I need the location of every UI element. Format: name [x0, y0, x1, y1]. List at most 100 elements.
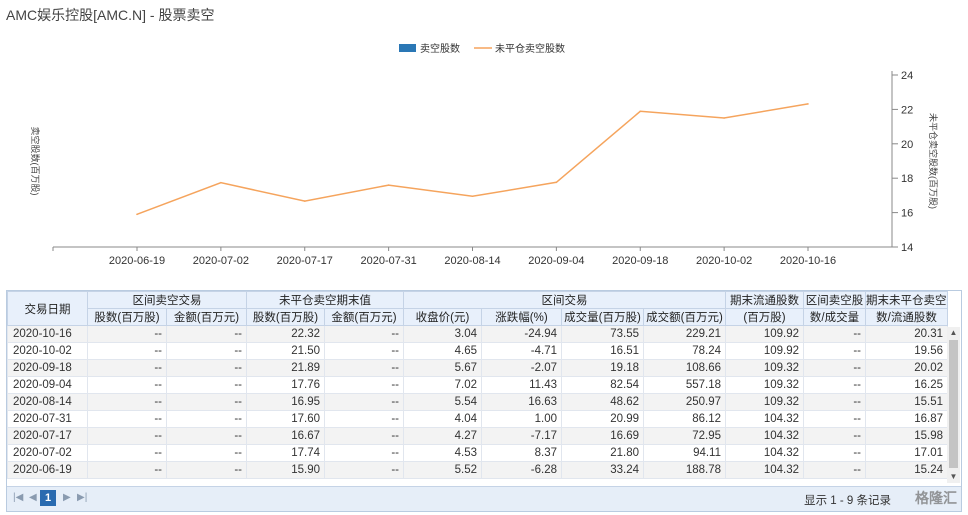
- table-row[interactable]: 2020-09-18 -- -- 21.89 -- 5.67 -2.07 19.18 108.6…: [7, 359, 948, 377]
- legend-open-short-label: 未平仓卖空股数: [495, 42, 565, 55]
- cell-trade-date: 2020-07-02: [7, 444, 88, 462]
- cell-volume: 21.80: [561, 444, 644, 462]
- title-bar: AMC娱乐控股[AMC.N] - 股票卖空: [0, 0, 968, 28]
- subheader-short-float-ratio: 数/流通股数: [865, 308, 948, 326]
- cell-short-volume-ratio: --: [803, 461, 866, 479]
- page-title: AMC娱乐控股[AMC.N] - 股票卖空: [6, 7, 215, 23]
- cell-short-volume-ratio: --: [803, 427, 866, 445]
- cell-trade-date: 2020-07-17: [7, 427, 88, 445]
- cell-change-pct: 11.43: [481, 376, 562, 394]
- cell-change-pct: 16.63: [481, 393, 562, 411]
- subheader-open-short-amount: 金额(百万元): [324, 308, 404, 326]
- page-number-button[interactable]: 1: [40, 490, 56, 506]
- cell-short-amount: --: [166, 427, 247, 445]
- cell-short-amount: --: [166, 376, 247, 394]
- cell-open-short-shares: 15.90: [246, 461, 325, 479]
- cell-short-amount: --: [166, 461, 247, 479]
- x-tick-label: 2020-07-17: [277, 255, 333, 267]
- cell-short-amount: --: [166, 325, 247, 343]
- cell-short-volume-ratio: --: [803, 376, 866, 394]
- data-point-open-short: [387, 184, 390, 186]
- cell-volume: 19.18: [561, 359, 644, 377]
- cell-short-amount: --: [166, 342, 247, 360]
- cell-short-amount: --: [166, 393, 247, 411]
- cell-volume: 48.62: [561, 393, 644, 411]
- table-row[interactable]: 2020-07-31 -- -- 17.60 -- 4.04 1.00 20.99 86.12 1…: [7, 410, 948, 428]
- x-tick-label: 2020-07-31: [360, 255, 416, 267]
- cell-change-pct: -7.17: [481, 427, 562, 445]
- cell-volume: 16.69: [561, 427, 644, 445]
- subheader-float-shares-unit: (百万股): [725, 308, 804, 326]
- cell-change-pct: -2.07: [481, 359, 562, 377]
- cell-trade-date: 2020-10-02: [7, 342, 88, 360]
- data-point-open-short: [639, 110, 642, 113]
- cell-open-short-shares: 21.89: [246, 359, 325, 377]
- pager: |◀ ◀ 1 ▶ ▶| 显示 1 - 9 条记录 格隆汇: [7, 486, 961, 511]
- cell-close-price: 4.27: [403, 427, 482, 445]
- scroll-down-icon[interactable]: ▼: [949, 472, 958, 481]
- header-trade-date: 交易日期: [7, 291, 88, 326]
- first-page-icon[interactable]: |◀: [13, 492, 24, 503]
- cell-turnover: 78.24: [643, 342, 726, 360]
- subheader-short-shares: 股数(百万股): [87, 308, 167, 326]
- cell-volume: 82.54: [561, 376, 644, 394]
- cell-close-price: 4.53: [403, 444, 482, 462]
- data-point-open-short: [471, 195, 474, 198]
- table-row[interactable]: 2020-09-04 -- -- 17.76 -- 7.02 11.43 82.54 557.1…: [7, 376, 948, 394]
- cell-short-shares: --: [87, 461, 167, 479]
- cell-short-shares: --: [87, 376, 167, 394]
- record-summary: 显示 1 - 9 条记录: [804, 495, 891, 507]
- cell-trade-date: 2020-09-04: [7, 376, 88, 394]
- x-tick-label: 2020-10-16: [780, 255, 836, 267]
- cell-float-shares: 109.92: [725, 342, 804, 360]
- cell-close-price: 5.54: [403, 393, 482, 411]
- prev-page-icon[interactable]: ◀: [29, 492, 37, 503]
- cell-turnover: 108.66: [643, 359, 726, 377]
- table-row[interactable]: 2020-07-17 -- -- 16.67 -- 4.27 -7.17 16.69 72.95…: [7, 427, 948, 445]
- right-y-tick-label: 14: [901, 242, 913, 254]
- cell-trade-date: 2020-09-18: [7, 359, 88, 377]
- table-row[interactable]: 2020-07-02 -- -- 17.74 -- 4.53 8.37 21.80 94.11 1…: [7, 444, 948, 462]
- last-page-icon[interactable]: ▶|: [77, 492, 88, 503]
- scroll-up-icon[interactable]: ▲: [949, 328, 958, 337]
- watermark-logo: 格隆汇: [915, 490, 957, 506]
- cell-short-amount: --: [166, 410, 247, 428]
- table-row[interactable]: 2020-10-16 -- -- 22.32 -- 3.04 -24.94 73.55 229.…: [7, 325, 948, 343]
- cell-short-shares: --: [87, 342, 167, 360]
- cell-turnover: 188.78: [643, 461, 726, 479]
- cell-change-pct: -6.28: [481, 461, 562, 479]
- cell-short-float-ratio: 15.98: [865, 427, 948, 445]
- cell-short-shares: --: [87, 359, 167, 377]
- cell-open-short-shares: 17.74: [246, 444, 325, 462]
- cell-float-shares: 109.32: [725, 393, 804, 411]
- table-row[interactable]: 2020-08-14 -- -- 16.95 -- 5.54 16.63 48.62 250.9…: [7, 393, 948, 411]
- cell-short-shares: --: [87, 325, 167, 343]
- cell-short-shares: --: [87, 444, 167, 462]
- x-tick-label: 2020-09-18: [612, 255, 668, 267]
- cell-short-amount: --: [166, 444, 247, 462]
- next-page-icon[interactable]: ▶: [63, 492, 71, 503]
- cell-close-price: 5.67: [403, 359, 482, 377]
- cell-short-volume-ratio: --: [803, 325, 866, 343]
- cell-open-short-amount: --: [324, 359, 404, 377]
- data-point-open-short: [136, 213, 138, 216]
- header-open-short-end: 未平仓卖空期末值: [246, 291, 404, 309]
- data-point-open-short: [303, 200, 306, 202]
- cell-float-shares: 109.32: [725, 359, 804, 377]
- subheader-open-short-shares: 股数(百万股): [246, 308, 325, 326]
- scroll-thumb[interactable]: [949, 340, 958, 468]
- data-point-open-short: [220, 181, 222, 184]
- cell-turnover: 86.12: [643, 410, 726, 428]
- table-scrollbar[interactable]: ▲ ▼: [947, 327, 960, 483]
- cell-short-shares: --: [87, 427, 167, 445]
- cell-volume: 16.51: [561, 342, 644, 360]
- right-y-axis-title: 未平仓卖空股数(百万股): [928, 113, 939, 209]
- table-row[interactable]: 2020-10-02 -- -- 21.50 -- 4.65 -4.71 16.51 78.24…: [7, 342, 948, 360]
- data-point-open-short: [555, 181, 558, 184]
- cell-trade-date: 2020-10-16: [7, 325, 88, 343]
- right-y-tick-label: 24: [901, 70, 913, 82]
- table-row[interactable]: 2020-06-19 -- -- 15.90 -- 5.52 -6.28 33.24 188.7…: [7, 461, 948, 479]
- cell-short-volume-ratio: --: [803, 410, 866, 428]
- cell-float-shares: 104.32: [725, 461, 804, 479]
- cell-short-float-ratio: 15.51: [865, 393, 948, 411]
